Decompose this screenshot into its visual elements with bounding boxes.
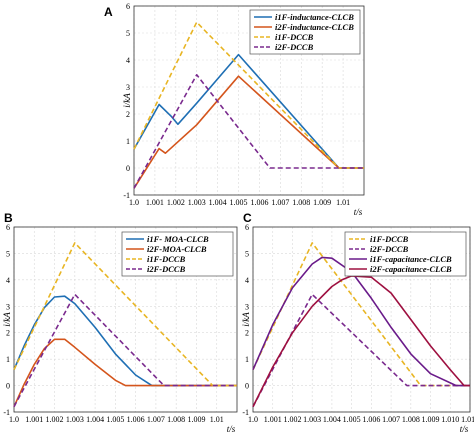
legend-entry: i1F-DCCB [370, 234, 409, 244]
x-axis-label: t/s [460, 424, 469, 434]
y-tick-label: -1 [242, 408, 249, 417]
legend-entry: i2F-DCCB [370, 244, 409, 254]
series-line-a-3 [133, 21, 364, 169]
legend-c: i1F-DCCBi2F-DCCBi1F-capacitance-CLCBi2F-… [344, 231, 467, 277]
y-tick-label: 1 [245, 355, 249, 364]
series-line-b-2 [13, 338, 237, 408]
y-tick-label: 1 [6, 355, 10, 364]
x-tick-label: 1.010 [441, 415, 459, 424]
panel-label-a: A [104, 5, 113, 19]
legend-entry: i1F-inductance-CLCB [275, 12, 354, 22]
series-line-b-1 [13, 295, 237, 387]
x-tick-label: 1.001 [25, 415, 43, 424]
y-tick-label: 4 [126, 56, 130, 65]
x-tick-label: 1.001 [146, 198, 164, 207]
x-tick-label: 1.0 [129, 198, 139, 207]
y-tick-label: -1 [123, 191, 130, 200]
x-tick-label: 1.005 [343, 415, 361, 424]
y-tick-label: 0 [245, 382, 249, 391]
y-tick-label: 0 [126, 164, 130, 173]
x-tick-label: 1.006 [127, 415, 145, 424]
y-tick-label: -1 [3, 408, 10, 417]
x-tick-label: 1.0 [248, 415, 258, 424]
x-tick-label: 1.005 [230, 198, 248, 207]
x-tick-label: 1.009 [422, 415, 440, 424]
legend-b: i1F- MOA-CLCBi2F-MOA-CLCBi1F-DCCBi2F-DCC… [121, 231, 234, 277]
legend-entry: i1F- MOA-CLCB [147, 234, 209, 244]
legend-a: i1F-inductance-CLCBi2F-inductance-CLCBi1… [249, 9, 361, 55]
y-tick-label: 1 [126, 137, 130, 146]
x-tick-label: 1.011 [461, 415, 474, 424]
y-axis-label: i/kA [241, 312, 251, 327]
x-tick-label: 1.007 [147, 415, 165, 424]
y-tick-label: 0 [6, 382, 10, 391]
x-tick-label: 1.003 [303, 415, 321, 424]
x-tick-label: 1.002 [46, 415, 64, 424]
legend-entry: i2F-DCCB [275, 42, 314, 52]
legend-entry: i1F-capacitance-CLCB [370, 254, 452, 264]
x-tick-label: 1.007 [271, 198, 289, 207]
x-tick-label: 1.004 [86, 415, 104, 424]
x-tick-label: 1.003 [66, 415, 84, 424]
y-tick-label: 6 [6, 223, 10, 232]
y-tick-label: 6 [245, 223, 249, 232]
x-tick-label: 1.004 [323, 415, 341, 424]
y-axis-label: i/kA [122, 93, 132, 108]
series-line-a-4 [133, 74, 364, 189]
axis-frame-a [133, 5, 365, 196]
x-tick-label: 1.008 [402, 415, 420, 424]
y-tick-label: 3 [245, 302, 249, 311]
x-tick-label: 1.009 [313, 198, 331, 207]
y-tick-label: 6 [126, 2, 130, 11]
y-tick-label: 4 [245, 276, 249, 285]
x-tick-label: 1.004 [209, 198, 227, 207]
series-line-c-4 [252, 275, 470, 408]
axis-frame-c [252, 226, 471, 413]
legend-entry: i2F-inductance-CLCB [275, 22, 354, 32]
y-tick-label: 2 [6, 329, 10, 338]
y-tick-label: 3 [6, 302, 10, 311]
x-tick-label: 1.008 [292, 198, 310, 207]
x-axis-label: t/s [227, 424, 236, 434]
axis-frame-b [13, 226, 238, 413]
panel-label-c: C [243, 211, 252, 225]
legend-entry: i2F-DCCB [147, 264, 186, 274]
legend-entry: i1F-DCCB [275, 32, 314, 42]
series-line-a-1 [133, 53, 364, 169]
x-tick-label: 1.002 [283, 415, 301, 424]
x-tick-label: 1.0 [9, 415, 19, 424]
y-tick-label: 3 [126, 83, 130, 92]
x-tick-label: 1.001 [264, 415, 282, 424]
x-tick-label: 1.01 [336, 198, 350, 207]
y-tick-label: 5 [126, 29, 130, 38]
series-line-b-4 [13, 293, 237, 408]
x-tick-label: 1.006 [250, 198, 268, 207]
legend-entry: i1F-DCCB [147, 254, 186, 264]
y-tick-label: 5 [6, 249, 10, 258]
x-tick-label: 1.01 [210, 415, 224, 424]
x-tick-label: 1.009 [187, 415, 205, 424]
x-tick-label: 1.006 [362, 415, 380, 424]
x-tick-label: 1.005 [106, 415, 124, 424]
x-axis-label: t/s [354, 207, 363, 217]
x-tick-label: 1.007 [382, 415, 400, 424]
x-tick-label: 1.002 [167, 198, 185, 207]
panel-label-b: B [4, 211, 13, 225]
x-tick-label: 1.008 [167, 415, 185, 424]
y-tick-label: 5 [245, 249, 249, 258]
y-tick-label: 4 [6, 276, 10, 285]
y-axis-label: i/kA [2, 312, 12, 327]
legend-entry: i2F-MOA-CLCB [147, 244, 207, 254]
series-line-c-2 [252, 293, 470, 408]
legend-entry: i2F-capacitance-CLCB [370, 264, 452, 274]
y-tick-label: 2 [126, 110, 130, 119]
y-tick-label: 2 [245, 329, 249, 338]
x-tick-label: 1.003 [188, 198, 206, 207]
